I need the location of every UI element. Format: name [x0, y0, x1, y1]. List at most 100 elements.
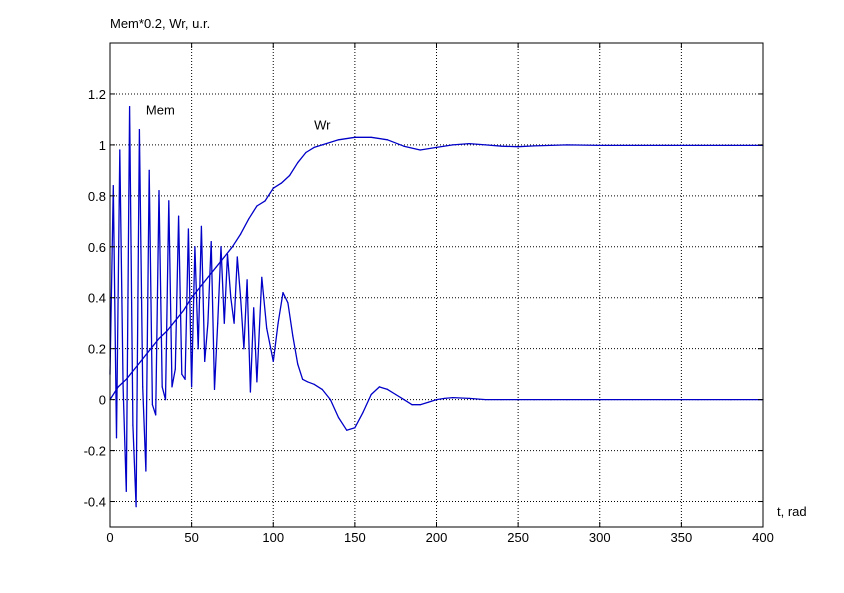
data-point-mem: [187, 228, 189, 230]
x-tick-label: 400: [752, 530, 774, 545]
data-point-wr: [264, 200, 266, 202]
data-point-mem: [223, 322, 225, 324]
data-point-wr: [174, 320, 176, 322]
x-axis-label: t, rad: [777, 504, 807, 519]
x-tick-label: 350: [671, 530, 693, 545]
data-point-mem: [217, 322, 219, 324]
data-point-mem: [249, 391, 251, 393]
data-point-mem: [148, 169, 150, 171]
data-point-wr: [419, 149, 421, 151]
y-tick-label: 1.2: [88, 87, 106, 102]
ticks: 0 50 100 150 200 250 300 350 400 -0.4 -0.2 0 0.2 0.4 0…: [84, 43, 774, 545]
series-lines: [109, 106, 764, 508]
data-point-mem: [484, 399, 487, 401]
data-point-mem: [178, 215, 180, 217]
data-point-wr: [631, 144, 634, 146]
y-tick-label: -0.4: [84, 495, 106, 510]
x-tick-label: 300: [589, 530, 611, 545]
data-point-mem: [697, 399, 699, 401]
data-point-mem: [256, 381, 258, 383]
data-point-wr: [599, 144, 601, 146]
data-point-mem: [386, 388, 389, 390]
data-point-mem: [207, 322, 209, 324]
data-point-wr: [191, 297, 193, 299]
y-tick-label: 0: [99, 393, 106, 408]
data-point-mem: [370, 393, 372, 396]
data-point-mem: [115, 437, 118, 439]
data-point-wr: [272, 187, 274, 189]
data-point-mem: [378, 386, 380, 388]
data-point-mem: [240, 297, 242, 299]
data-point-wr: [697, 144, 699, 146]
data-point-mem: [362, 411, 364, 413]
data-point-mem: [533, 399, 536, 401]
data-point-wr: [305, 151, 307, 154]
data-point-mem: [411, 404, 413, 406]
data-point-wr: [354, 136, 356, 138]
data-point-mem: [566, 399, 568, 401]
data-point-wr: [533, 145, 536, 147]
data-point-mem: [729, 399, 732, 401]
data-point-mem: [282, 292, 284, 294]
data-point-mem: [158, 190, 160, 192]
data-point-mem: [236, 256, 238, 258]
series-label-mem: Mem: [146, 102, 175, 117]
data-point-mem: [233, 322, 235, 324]
data-point-mem: [171, 386, 173, 388]
data-point-wr: [289, 174, 291, 177]
data-point-wr: [550, 144, 552, 146]
data-point-mem: [145, 470, 147, 472]
data-point-mem: [161, 386, 163, 388]
data-point-wr: [468, 143, 470, 145]
x-tick-label: 200: [426, 530, 448, 545]
data-point-wr: [256, 205, 258, 207]
data-point-wr: [729, 144, 732, 146]
data-point-wr: [158, 337, 160, 340]
data-point-mem: [321, 388, 323, 390]
data-point-mem: [306, 381, 309, 383]
x-tick-label: 100: [262, 530, 284, 545]
data-point-wr: [664, 144, 666, 146]
data-point-wr: [231, 246, 233, 248]
data-point-mem: [253, 307, 255, 309]
series-labels: Wr Mem: [146, 102, 331, 132]
data-point-wr: [321, 144, 323, 146]
data-point-wr: [484, 144, 487, 146]
data-point-mem: [210, 241, 212, 243]
data-point-wr: [313, 146, 315, 148]
data-point-mem: [550, 399, 552, 401]
data-point-mem: [419, 404, 421, 406]
data-point-wr: [248, 218, 250, 220]
x-tick-label: 50: [184, 530, 198, 545]
data-point-mem: [427, 401, 429, 403]
data-point-mem: [313, 383, 315, 385]
data-point-mem: [435, 399, 438, 401]
x-tick-label: 250: [507, 530, 529, 545]
data-point-wr: [182, 309, 185, 312]
data-point-wr: [297, 162, 299, 164]
data-point-mem: [297, 363, 299, 365]
data-point-mem: [266, 327, 268, 329]
data-point-wr: [370, 136, 372, 138]
data-point-mem: [452, 397, 454, 399]
data-point-mem: [204, 360, 206, 362]
y-tick-label: 1: [99, 138, 106, 153]
data-point-mem: [631, 399, 634, 401]
data-point-mem: [329, 399, 331, 401]
data-point-mem: [302, 378, 304, 380]
data-point-mem: [226, 253, 229, 255]
data-point-mem: [468, 397, 470, 399]
data-point-mem: [395, 393, 397, 396]
data-point-mem: [243, 348, 245, 350]
data-point-mem: [194, 246, 196, 248]
data-point-mem: [213, 388, 216, 390]
y-tick-label: 0.6: [88, 240, 106, 255]
data-point-mem: [122, 386, 124, 388]
data-point-mem: [184, 378, 186, 380]
y-tick-label: 0.2: [88, 342, 106, 357]
data-point-mem: [599, 399, 601, 401]
data-point-mem: [151, 404, 153, 406]
data-point-mem: [138, 129, 140, 131]
